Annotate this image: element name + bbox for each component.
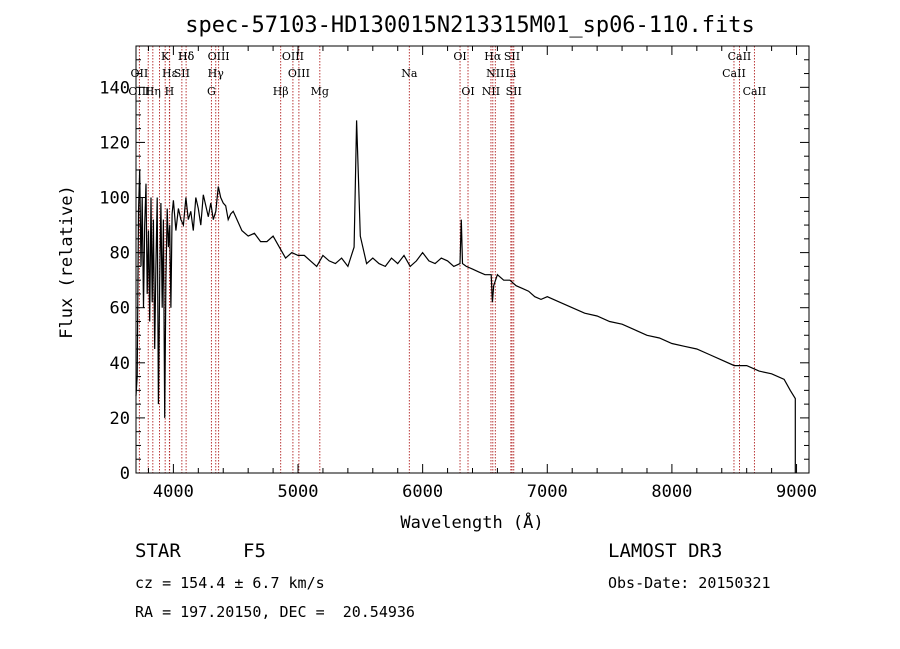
spectrum-line (135, 120, 796, 473)
spectral-line-label: Li (505, 67, 516, 80)
y-tick-label: 40 (110, 354, 130, 374)
spectral-line-label: Hδ (178, 50, 195, 63)
spectral-line-label: CaII (743, 85, 767, 98)
x-tick-label: 4000 (153, 482, 194, 502)
plot-frame (135, 45, 810, 474)
x-tick-label: 5000 (278, 482, 319, 502)
object-class: STAR (135, 540, 181, 562)
x-tick-label: 8000 (651, 482, 692, 502)
spectral-line-label: CaII (722, 67, 746, 80)
spectral-line-label: Hε (162, 67, 178, 80)
x-tick-label: 6000 (402, 482, 443, 502)
spectral-line-label: Hγ (208, 67, 225, 80)
y-tick-label: 120 (99, 133, 130, 153)
y-tick-label: 100 (99, 189, 130, 209)
spectral-line-label: SII (174, 67, 190, 80)
y-tick-label: 80 (110, 244, 130, 264)
spectral-line-label: OIII (288, 67, 310, 80)
spectral-line-label: G (207, 85, 216, 98)
spectral-line-label: Na (401, 67, 418, 80)
redshift-readout: cz = 154.4 ± 6.7 km/s (135, 574, 325, 592)
obs-date: Obs-Date: 20150321 (608, 574, 771, 592)
spectral-line-label: SII (504, 50, 520, 63)
spectral-line-markers (138, 46, 755, 473)
coordinates: RA = 197.20150, DEC = 20.54936 (135, 603, 415, 621)
spectral-line-label: Mg (311, 85, 329, 98)
x-axis-ticks: 4000 5000 6000 7000 8000 9000 (147, 46, 817, 502)
spectral-line-label: NII (486, 67, 504, 80)
chart-title: spec-57103-HD130015N213315M01_sp06-110.f… (185, 13, 755, 38)
spectral-line-label: SII (506, 85, 522, 98)
spectral-line-label: OIII (208, 50, 230, 63)
x-tick-label: 7000 (527, 482, 568, 502)
x-tick-label: 9000 (776, 482, 817, 502)
survey-name: LAMOST DR3 (608, 540, 723, 562)
spectral-line-label: OI (461, 85, 474, 98)
spectral-line-label: CaII (728, 50, 752, 63)
spectral-line-label: H (165, 85, 175, 98)
x-axis-label: Wavelength (Å) (400, 511, 543, 533)
spectral-line-label: Hδ (178, 50, 195, 63)
y-axis-ticks: 0 20 40 60 80 100 120 140 (99, 59, 809, 484)
object-subclass: F5 (243, 540, 266, 562)
y-axis-label: Flux (relative) (57, 185, 77, 339)
spectral-line-label: Hα (484, 50, 502, 63)
y-tick-label: 20 (110, 409, 130, 429)
spectral-line-label: NII (482, 85, 500, 98)
spectral-line-label: OI (453, 50, 466, 63)
y-tick-label: 140 (99, 78, 130, 98)
spectral-line-label: K (161, 50, 170, 63)
spectral-line-label: OIII (128, 85, 150, 98)
spectral-line-label: Hβ (273, 85, 289, 98)
spectral-line-label: Hη (145, 85, 161, 98)
y-tick-label: 60 (110, 299, 130, 319)
spectral-line-label: OIII (282, 50, 304, 63)
y-tick-label: 0 (120, 464, 130, 484)
